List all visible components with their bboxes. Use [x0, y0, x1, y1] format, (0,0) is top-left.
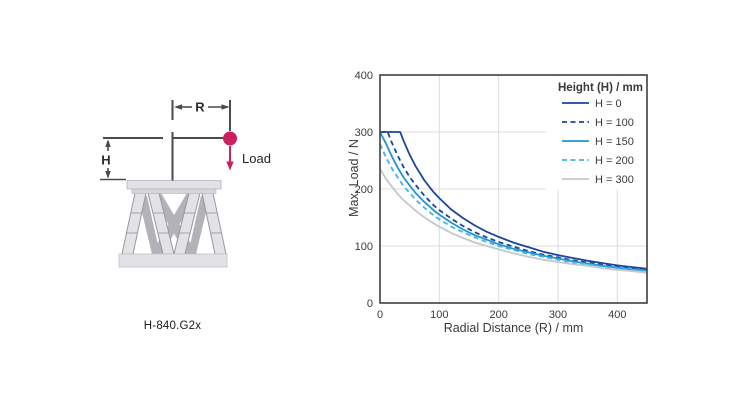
x-tick-label: 0: [377, 309, 383, 321]
load-arrowhead: [226, 161, 234, 171]
legend-item-label: H = 0: [595, 98, 622, 110]
x-tick-label: 300: [549, 309, 567, 321]
curve-h200: [379, 143, 648, 272]
height-dimension-label: H: [101, 153, 110, 168]
curve-h100: [380, 131, 648, 271]
y-axis-title: Max. Load / N: [347, 139, 361, 217]
hexapod-load-diagram: R H Load: [100, 100, 271, 268]
hexapod-base-platform: [118, 253, 228, 268]
legend-item-label: H = 100: [595, 117, 634, 129]
hexapod-top-platform: [126, 180, 222, 194]
legend-background: [546, 76, 646, 190]
load-point: [223, 131, 237, 146]
height-dimension-arrowheads: [105, 139, 111, 179]
x-tick-label: 400: [608, 309, 626, 321]
curve-h300: [379, 168, 648, 274]
x-tick-label: 200: [489, 309, 507, 321]
hexapod-back-struts: [138, 193, 210, 254]
curve-h0: [380, 131, 648, 270]
load-label: Load: [242, 151, 271, 166]
legend-item-label: H = 200: [595, 155, 634, 167]
radial-dimension-label: R: [195, 100, 205, 115]
legend-title: Height (H) / mm: [558, 82, 643, 94]
strut-joint-lines: [126, 212, 222, 234]
y-tick-label: 300: [355, 127, 373, 139]
curve-h150: [379, 131, 648, 272]
load-chart: 0 100 200 300 400 0 100 200 300 400 Height (H) / m…: [355, 70, 648, 321]
y-tick-label: 0: [367, 298, 373, 310]
legend-item-label: H = 300: [595, 174, 634, 186]
x-axis-title: Radial Distance (R) / mm: [443, 321, 584, 335]
y-tick-label: 400: [355, 70, 373, 82]
model-caption: H-840.G2x: [143, 320, 202, 332]
y-tick-label: 100: [355, 241, 373, 253]
radial-dimension-arrowheads: [174, 104, 230, 110]
plot-frame: [379, 74, 648, 304]
legend-item-label: H = 150: [595, 136, 634, 148]
y-tick-label: 200: [355, 184, 373, 196]
x-tick-label: 100: [430, 309, 448, 321]
